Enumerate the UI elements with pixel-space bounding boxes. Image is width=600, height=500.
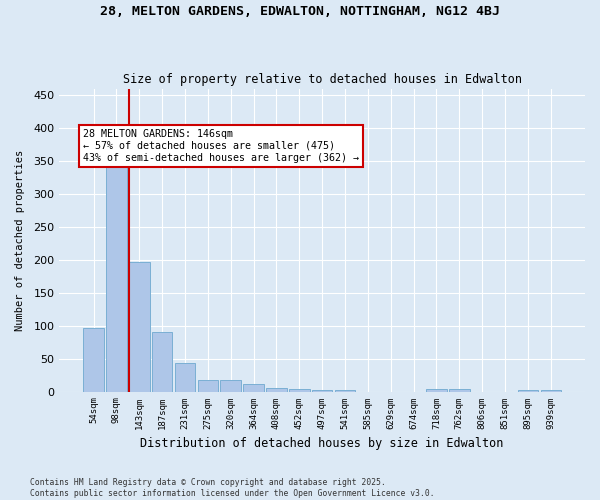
Y-axis label: Number of detached properties: Number of detached properties — [15, 150, 25, 330]
Title: Size of property relative to detached houses in Edwalton: Size of property relative to detached ho… — [122, 73, 521, 86]
Text: 28 MELTON GARDENS: 146sqm
← 57% of detached houses are smaller (475)
43% of semi: 28 MELTON GARDENS: 146sqm ← 57% of detac… — [83, 130, 359, 162]
Bar — [152, 332, 172, 392]
X-axis label: Distribution of detached houses by size in Edwalton: Distribution of detached houses by size … — [140, 437, 504, 450]
Bar — [312, 390, 332, 392]
Bar — [426, 389, 447, 392]
Bar — [541, 390, 561, 392]
Bar — [175, 362, 195, 392]
Bar — [449, 389, 470, 392]
Bar — [518, 390, 538, 392]
Text: 28, MELTON GARDENS, EDWALTON, NOTTINGHAM, NG12 4BJ: 28, MELTON GARDENS, EDWALTON, NOTTINGHAM… — [100, 5, 500, 18]
Bar — [83, 328, 104, 392]
Bar — [106, 151, 127, 392]
Bar — [129, 262, 149, 392]
Bar — [335, 390, 355, 392]
Bar — [266, 388, 287, 392]
Bar — [220, 380, 241, 392]
Text: Contains HM Land Registry data © Crown copyright and database right 2025.
Contai: Contains HM Land Registry data © Crown c… — [30, 478, 434, 498]
Bar — [197, 380, 218, 392]
Bar — [243, 384, 264, 392]
Bar — [289, 389, 310, 392]
